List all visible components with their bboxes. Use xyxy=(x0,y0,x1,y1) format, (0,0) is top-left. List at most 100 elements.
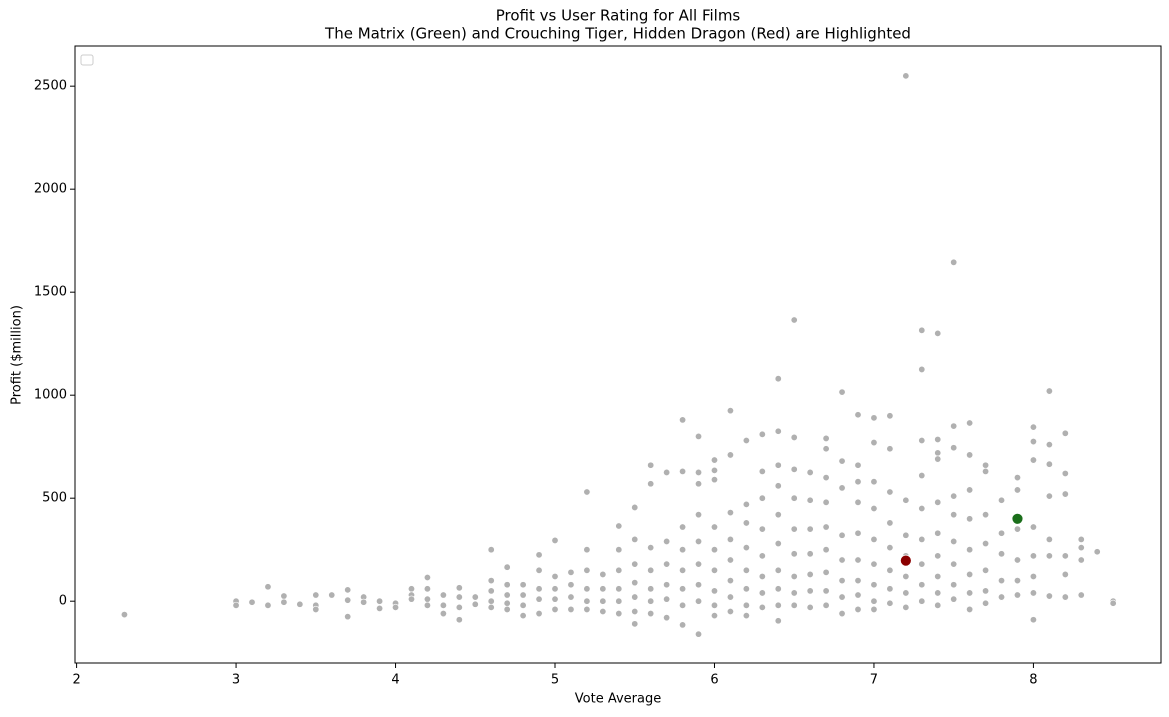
point xyxy=(519,591,527,599)
y-tick-label: 1000 xyxy=(34,388,67,403)
point xyxy=(966,486,974,494)
point xyxy=(120,611,128,619)
point xyxy=(583,546,591,554)
y-tick-label: 0 xyxy=(59,594,67,609)
x-tick-label: 3 xyxy=(232,673,240,688)
point xyxy=(982,566,990,574)
point xyxy=(950,537,958,545)
point xyxy=(503,591,511,599)
x-tick-label: 5 xyxy=(551,673,559,688)
point xyxy=(296,600,304,608)
point xyxy=(647,610,655,618)
point xyxy=(439,591,447,599)
x-tick-label: 4 xyxy=(391,673,399,688)
point xyxy=(695,511,703,519)
point xyxy=(663,537,671,545)
point xyxy=(726,509,734,517)
point xyxy=(742,566,750,574)
point xyxy=(966,570,974,578)
point xyxy=(551,585,559,593)
point xyxy=(631,579,639,587)
point xyxy=(471,600,479,608)
point xyxy=(854,591,862,599)
point xyxy=(790,525,798,533)
point xyxy=(1061,429,1069,437)
point xyxy=(551,595,559,603)
point xyxy=(870,597,878,605)
point xyxy=(567,581,575,589)
point xyxy=(934,329,942,337)
point xyxy=(1077,591,1085,599)
point xyxy=(822,601,830,609)
point xyxy=(647,597,655,605)
point xyxy=(1061,570,1069,578)
point xyxy=(710,546,718,554)
point xyxy=(806,550,814,558)
point xyxy=(742,601,750,609)
point xyxy=(790,494,798,502)
point xyxy=(695,597,703,605)
point xyxy=(615,597,623,605)
point xyxy=(1029,423,1037,431)
point xyxy=(376,604,384,612)
point xyxy=(950,258,958,266)
point xyxy=(631,620,639,628)
point xyxy=(902,572,910,580)
point xyxy=(280,592,288,600)
point xyxy=(774,566,782,574)
point xyxy=(615,585,623,593)
point xyxy=(758,430,766,438)
point xyxy=(870,414,878,422)
point xyxy=(487,597,495,605)
point xyxy=(503,599,511,607)
point xyxy=(647,566,655,574)
point xyxy=(503,581,511,589)
point xyxy=(918,535,926,543)
point xyxy=(710,566,718,574)
point xyxy=(918,504,926,512)
point xyxy=(806,496,814,504)
point xyxy=(599,585,607,593)
point xyxy=(519,612,527,620)
point xyxy=(695,537,703,545)
point xyxy=(599,607,607,615)
point xyxy=(742,519,750,527)
point xyxy=(870,504,878,512)
point xyxy=(774,540,782,548)
point xyxy=(998,496,1006,504)
point xyxy=(503,563,511,571)
point xyxy=(487,603,495,611)
point xyxy=(1029,552,1037,560)
point xyxy=(934,449,942,457)
point xyxy=(758,572,766,580)
point xyxy=(918,472,926,480)
point xyxy=(487,577,495,585)
point xyxy=(679,467,687,475)
x-tick-label: 7 xyxy=(870,673,878,688)
point xyxy=(1077,556,1085,564)
point xyxy=(1077,535,1085,543)
point xyxy=(1029,589,1037,597)
point xyxy=(950,581,958,589)
point xyxy=(679,566,687,574)
point xyxy=(567,593,575,601)
axes-frame xyxy=(74,45,1162,664)
point xyxy=(280,598,288,606)
point xyxy=(822,434,830,442)
point xyxy=(934,455,942,463)
point xyxy=(758,525,766,533)
point xyxy=(838,531,846,539)
point xyxy=(551,572,559,580)
legend xyxy=(80,54,94,66)
x-tick-label: 8 xyxy=(1029,673,1037,688)
point xyxy=(519,581,527,589)
point xyxy=(918,597,926,605)
point xyxy=(742,544,750,552)
point xyxy=(407,595,415,603)
point xyxy=(1013,525,1021,533)
point xyxy=(1045,552,1053,560)
point xyxy=(758,589,766,597)
point xyxy=(838,610,846,618)
point xyxy=(742,612,750,620)
